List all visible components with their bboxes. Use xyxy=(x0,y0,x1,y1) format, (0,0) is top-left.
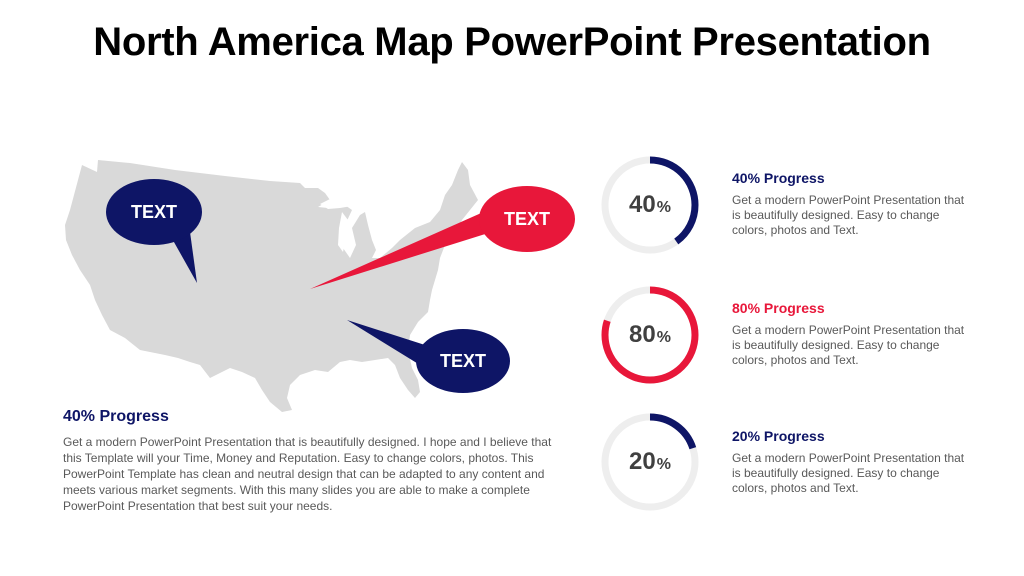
progress-info-20: 20% Progress Get a modern PowerPoint Pre… xyxy=(732,428,972,496)
ring-progress-arc xyxy=(601,156,699,254)
callout-bubble-southeast xyxy=(416,329,510,393)
slide-title: North America Map PowerPoint Presentatio… xyxy=(93,20,931,64)
callout-tail-northeast xyxy=(310,210,498,289)
ring-percentage: 20% xyxy=(629,448,671,475)
callout-tail-northwest xyxy=(170,232,197,283)
callout-tail-southeast xyxy=(347,320,425,365)
callout-bubble-northwest xyxy=(106,179,202,245)
ring-progress-arc xyxy=(601,413,699,511)
ring-percentage: 80% xyxy=(629,321,671,348)
left-block-body: Get a modern PowerPoint Presentation tha… xyxy=(63,435,552,513)
progress-ring-20: 20% xyxy=(600,412,700,512)
ring-progress-arc xyxy=(601,286,699,384)
callout-label-northeast[interactable]: TEXT xyxy=(503,209,550,229)
progress-heading: 80% Progress xyxy=(732,300,825,316)
lake-superior xyxy=(320,199,352,209)
progress-ring-40: 40% xyxy=(600,155,700,255)
progress-heading: 40% Progress xyxy=(732,170,825,186)
callout-bubble-northeast xyxy=(479,186,575,252)
ring-percentage: 40% xyxy=(629,191,671,218)
progress-description: Get a modern PowerPoint Presentation tha… xyxy=(732,323,965,367)
left-description-block: 40% Progress Get a modern PowerPoint Pre… xyxy=(63,408,573,514)
progress-info-40: 40% Progress Get a modern PowerPoint Pre… xyxy=(732,170,972,238)
callout-label-southeast[interactable]: TEXT xyxy=(439,351,486,371)
progress-description: Get a modern PowerPoint Presentation tha… xyxy=(732,193,965,237)
progress-info-80: 80% Progress Get a modern PowerPoint Pre… xyxy=(732,300,972,368)
progress-heading: 20% Progress xyxy=(732,428,825,444)
lake-michigan xyxy=(338,212,348,252)
progress-ring-80: 80% xyxy=(600,285,700,385)
progress-description: Get a modern PowerPoint Presentation tha… xyxy=(732,451,965,495)
left-block-heading: 40% Progress xyxy=(63,408,169,425)
callout-label-northwest[interactable]: TEXT xyxy=(130,202,177,222)
